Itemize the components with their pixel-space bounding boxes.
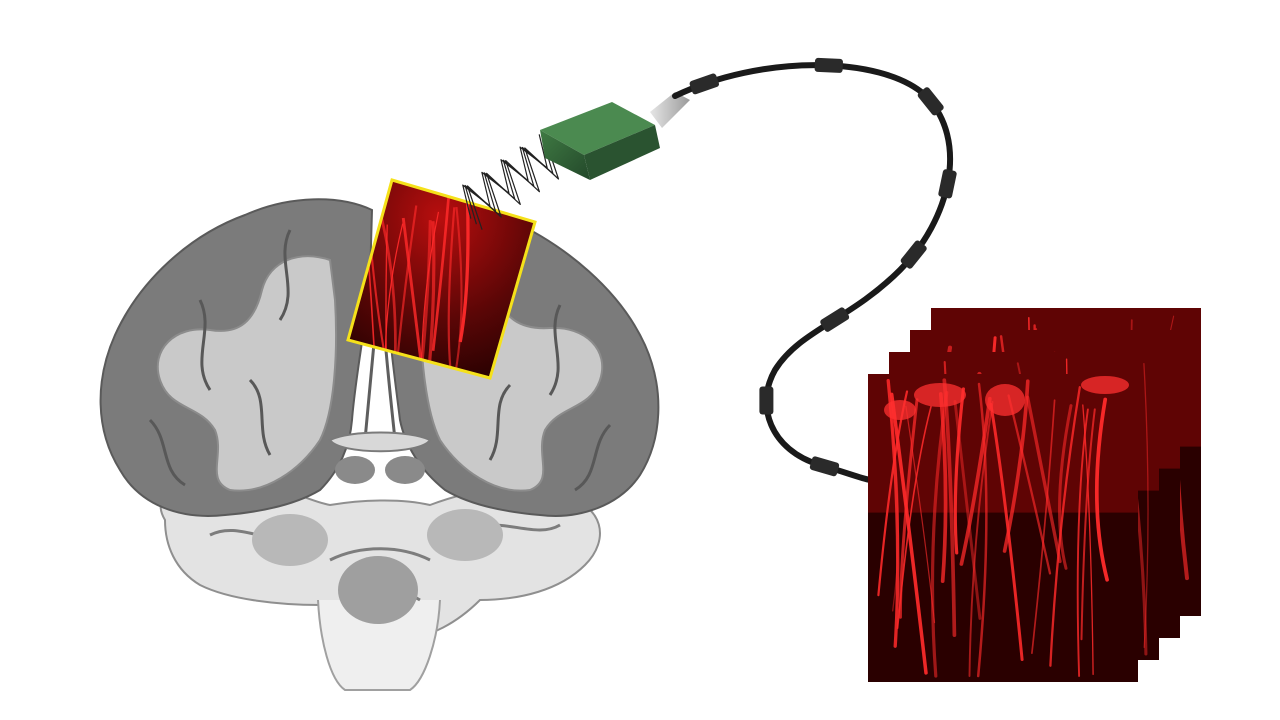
frame-vessel	[1080, 408, 1096, 641]
cable-clip	[759, 386, 774, 415]
image-stack-icon	[868, 308, 1201, 682]
cable-clip	[900, 240, 927, 269]
vermis	[338, 556, 418, 624]
cable-clip	[938, 169, 957, 199]
cable-clip	[689, 73, 720, 95]
brainstem-outline	[317, 599, 441, 691]
bright-vessel-spot	[914, 383, 966, 407]
frame-vessel	[1082, 404, 1094, 676]
cerebellar-lobe-right	[427, 509, 503, 561]
corpus-callosum	[328, 431, 432, 453]
window-vessel	[378, 207, 397, 363]
window-vessel	[419, 220, 432, 371]
bright-vessel-spot	[985, 384, 1025, 416]
window-vessel	[454, 206, 463, 370]
bright-vessel-spot	[884, 400, 916, 420]
probe-body	[540, 130, 590, 180]
frame-vessel	[889, 392, 928, 675]
probe-side	[584, 125, 660, 180]
bright-vessel-spot	[1081, 376, 1129, 394]
cable-line	[672, 62, 954, 483]
cable-clip	[820, 307, 850, 332]
window-border	[346, 178, 537, 380]
image-frame	[868, 374, 1138, 682]
frame-vessel	[989, 402, 1024, 661]
frame-vessel	[953, 387, 965, 555]
cable-clip	[809, 456, 840, 477]
frame-vessel	[938, 392, 948, 583]
window-vessel	[390, 205, 418, 378]
window-vessel	[447, 207, 456, 369]
frame-vessel	[1143, 362, 1149, 648]
frame-vessel	[898, 398, 919, 619]
probe-top-face	[540, 102, 655, 155]
ultrasound-probe-icon	[540, 92, 690, 180]
ultrasound-wave-icon	[462, 134, 560, 230]
frame-vessel	[888, 406, 899, 612]
frame-vessel	[1058, 404, 1073, 570]
thalamus-left	[335, 456, 375, 484]
probe-cable	[672, 57, 957, 483]
frame-vessel	[1031, 399, 1056, 655]
frame-vessel	[1094, 397, 1109, 582]
frame-vessel	[976, 382, 988, 678]
white-matter-left	[156, 255, 338, 492]
frame-vessel	[968, 401, 994, 677]
frame-vessel	[1025, 395, 1062, 564]
cable-clip	[814, 57, 843, 73]
window-vessel	[431, 195, 451, 351]
frame-vessel	[1007, 394, 1052, 575]
thalamus-right	[385, 456, 425, 484]
cerebellar-lobe-left	[252, 514, 328, 566]
window-vessel	[458, 199, 470, 343]
cable-clips	[689, 57, 957, 477]
frame-vessel	[959, 396, 992, 566]
cable-clip	[917, 87, 944, 116]
probe-connector	[650, 92, 690, 128]
ultrasound-wave	[466, 135, 560, 230]
window-vessel	[423, 221, 436, 378]
sulci-left	[148, 229, 292, 487]
window-vessel	[401, 217, 432, 378]
